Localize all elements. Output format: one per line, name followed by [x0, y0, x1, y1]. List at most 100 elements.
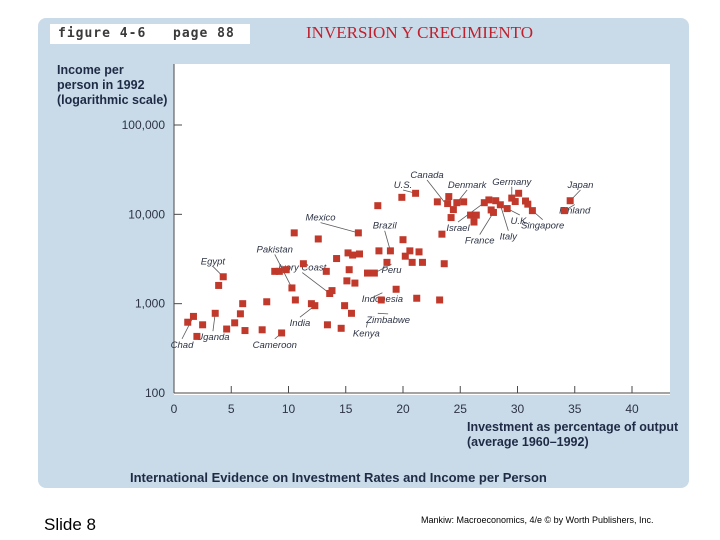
data-point — [415, 248, 423, 256]
y-axis-label-line: Income per — [57, 63, 124, 77]
country-label: U.K. — [511, 216, 529, 227]
x-axis-label-line: Investment as percentage of output — [467, 420, 679, 434]
data-point — [351, 279, 359, 287]
data-point — [383, 258, 391, 266]
data-point — [278, 329, 286, 337]
x-tick-label: 0 — [171, 402, 178, 416]
y-axis-label-line: (logarithmic scale) — [57, 93, 167, 107]
data-point — [485, 196, 493, 204]
data-point — [193, 332, 201, 340]
x-tick-label: 30 — [511, 402, 525, 416]
country-label: U.S. — [394, 180, 412, 191]
x-tick-label: 40 — [625, 402, 639, 416]
data-point — [343, 277, 351, 285]
data-point — [515, 189, 523, 197]
data-point — [231, 319, 239, 327]
data-point — [528, 207, 536, 215]
data-point — [524, 200, 532, 208]
data-point — [275, 267, 283, 275]
leader-line — [377, 312, 389, 315]
country-label: France — [465, 236, 495, 247]
data-point — [413, 294, 421, 302]
data-point — [386, 247, 394, 255]
x-tick-label: 20 — [396, 402, 410, 416]
country-label: Uganda — [196, 332, 229, 343]
data-point — [449, 206, 457, 214]
data-point — [258, 326, 266, 334]
data-point — [440, 260, 448, 268]
data-point — [291, 296, 299, 304]
data-point — [354, 229, 362, 237]
data-point — [560, 207, 568, 215]
data-point — [347, 309, 355, 317]
x-tick-label: 35 — [568, 402, 582, 416]
country-label: Ivory Coast — [278, 263, 326, 274]
slide-number: Slide 8 — [44, 515, 96, 534]
data-point — [341, 302, 349, 310]
country-label: Japan — [567, 180, 594, 191]
data-point — [282, 266, 290, 274]
data-point — [322, 267, 330, 275]
data-point — [406, 247, 414, 255]
leader-line — [426, 179, 445, 203]
data-point — [480, 199, 488, 207]
country-label: Zimbabwe — [365, 315, 410, 326]
leader-line — [370, 292, 383, 299]
country-label: Singapore — [521, 221, 564, 232]
data-point — [328, 287, 336, 295]
country-label: Italy — [500, 232, 519, 243]
country-label: Germany — [492, 177, 532, 188]
data-point — [453, 199, 461, 207]
data-point — [418, 258, 426, 266]
country-label: Kenya — [353, 328, 380, 339]
data-point — [239, 300, 247, 308]
data-point — [503, 205, 511, 213]
data-point — [433, 198, 441, 206]
leader-line — [320, 222, 359, 234]
y-tick-label: 100,000 — [122, 118, 166, 132]
data-point — [470, 218, 478, 226]
data-point — [236, 310, 244, 318]
data-point — [472, 211, 480, 219]
data-point — [370, 269, 378, 277]
data-point — [511, 198, 519, 206]
country-label: Mexico — [306, 213, 336, 224]
data-point — [345, 266, 353, 274]
leader-line — [479, 212, 494, 235]
data-point — [311, 302, 319, 310]
data-point — [401, 252, 409, 260]
data-point — [412, 189, 420, 197]
chart-title: International Evidence on Investment Rat… — [130, 470, 547, 485]
data-point — [398, 193, 406, 201]
data-point — [467, 211, 475, 219]
data-point — [337, 324, 345, 332]
data-point — [314, 235, 322, 243]
data-point — [288, 284, 296, 292]
data-point — [392, 285, 400, 293]
data-point — [447, 214, 455, 222]
data-point — [496, 201, 504, 209]
tick-group: 0 5 10 15 20 25 30 35 40 100 1,000 10,000 100,000 — [122, 118, 639, 416]
data-point — [215, 281, 223, 289]
data-point — [349, 251, 357, 259]
country-label: India — [290, 318, 311, 329]
page-label: page 88 — [173, 26, 235, 41]
country-label: Peru — [382, 265, 403, 276]
y-axis-label: Income per person in 1992 (logarithmic s… — [57, 63, 167, 107]
figure-tab: figure 4-6 page 88 — [50, 24, 250, 44]
data-point — [263, 298, 271, 306]
data-point — [364, 269, 372, 277]
data-point — [290, 229, 298, 237]
data-point — [408, 258, 416, 266]
x-tick-label: 25 — [454, 402, 468, 416]
data-point — [271, 267, 279, 275]
data-point — [199, 321, 207, 329]
data-point — [184, 318, 192, 326]
x-tick-label: 5 — [228, 402, 235, 416]
y-axis-label-line: person in 1992 — [57, 78, 145, 92]
x-axis-label-line: (average 1960–1992) — [467, 435, 589, 449]
data-point — [241, 327, 249, 335]
country-label: Egypt — [201, 256, 226, 267]
